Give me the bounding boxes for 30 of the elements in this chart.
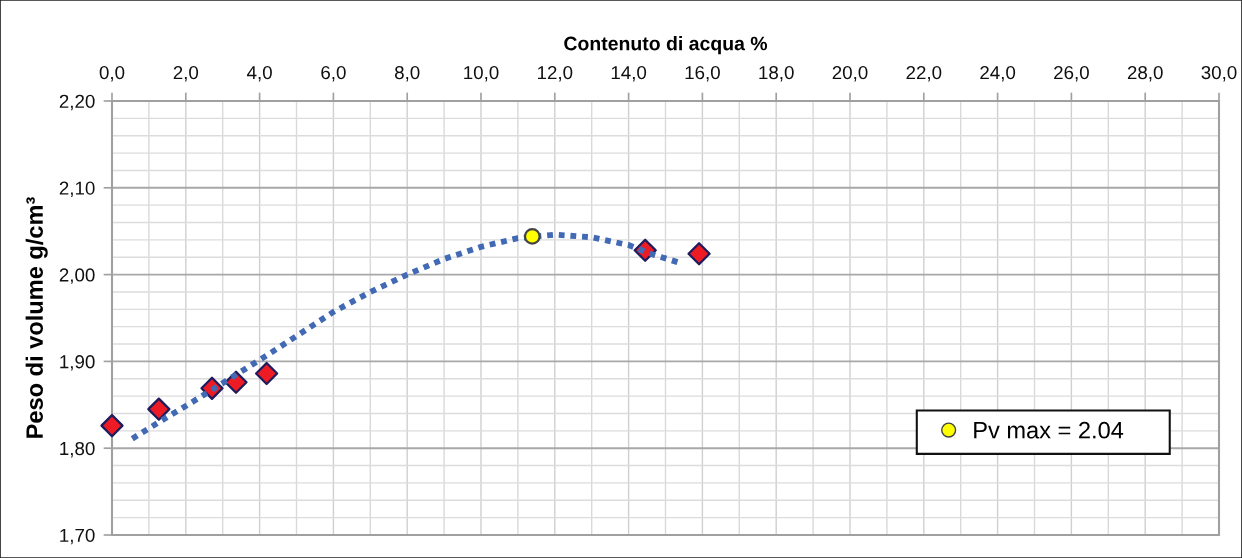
y-axis-title: Peso di volume g/cm³ [25, 197, 48, 438]
x-axis-title: Contenuto di acqua % [564, 36, 768, 55]
point [100, 413, 124, 438]
x-tick-label: 2,0 [173, 65, 199, 82]
x-tick-label: 8,0 [394, 65, 420, 82]
x-tick-label: 10,0 [464, 65, 499, 82]
y-tick-label: 2,20 [59, 94, 95, 111]
y-tick-label: 1,70 [60, 528, 95, 545]
y-tick-label: 2,00 [59, 268, 95, 284]
x-tick-label: 26,0 [1054, 65, 1089, 82]
legend-label: Pv max = 2.04 [974, 421, 1124, 439]
x-tick-label: 4,0 [247, 65, 272, 82]
x-tick-label: 28,0 [1127, 65, 1163, 82]
y-tick-label: 1,80 [60, 441, 95, 458]
x-tick-label: 14,0 [611, 65, 647, 82]
x-tick-label: 22,0 [906, 65, 942, 82]
point [687, 242, 711, 266]
y-tick-label: 2,10 [59, 181, 95, 197]
x-tick-label: 6,0 [321, 65, 346, 82]
point [523, 228, 541, 245]
x-tick-label: 12,0 [537, 65, 573, 82]
x-tick-label: 18,0 [759, 65, 794, 82]
x-tick-label: 0,0 [99, 65, 125, 82]
x-tick-label: 30,0 [1201, 65, 1237, 82]
x-tick-label: 20,0 [832, 65, 868, 82]
x-tick-label: 16,0 [685, 65, 720, 82]
point [254, 361, 279, 386]
y-tick-label: 1,90 [60, 355, 95, 371]
x-tick-label: 24,0 [980, 65, 1016, 82]
point [147, 397, 171, 421]
